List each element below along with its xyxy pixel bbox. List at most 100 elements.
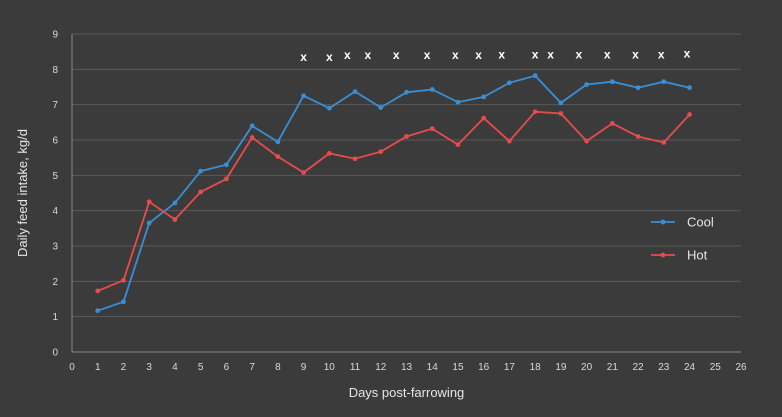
significance-marker: x xyxy=(424,48,431,62)
data-point-hot xyxy=(146,199,152,205)
x-tick-label: 26 xyxy=(735,362,747,373)
significance-marker: x xyxy=(452,48,459,62)
y-tick-label: 2 xyxy=(52,277,58,288)
significance-marker: x xyxy=(498,47,505,61)
data-point-cool xyxy=(95,308,101,314)
data-point-cool xyxy=(429,87,435,92)
data-point-hot xyxy=(275,154,281,160)
data-point-hot xyxy=(249,135,255,140)
significance-marker: x xyxy=(365,48,372,62)
data-point-hot xyxy=(558,111,564,116)
data-point-hot xyxy=(172,217,178,222)
significance-marker: x xyxy=(344,48,351,62)
x-tick-label: 1 xyxy=(95,362,101,373)
legend-item-cool: Cool xyxy=(651,215,714,230)
data-point-hot xyxy=(584,138,590,144)
y-axis-ticks: 0 1 2 3 4 5 6 7 8 9 xyxy=(52,30,58,359)
data-point-hot xyxy=(532,109,538,115)
data-point-hot xyxy=(301,170,306,175)
data-point-cool xyxy=(609,79,615,85)
x-tick-label: 19 xyxy=(555,362,567,373)
x-tick-label: 4 xyxy=(172,362,178,373)
data-point-hot xyxy=(404,134,409,139)
x-tick-label: 13 xyxy=(401,362,413,373)
legend-label-cool: Cool xyxy=(687,215,714,230)
x-tick-label: 18 xyxy=(530,362,542,373)
data-point-cool xyxy=(687,85,692,91)
y-tick-label: 0 xyxy=(52,348,58,359)
x-tick-label: 17 xyxy=(504,362,516,373)
data-point-cool xyxy=(249,123,255,129)
significance-marker: x xyxy=(532,47,539,61)
x-tick-label: 5 xyxy=(198,362,204,373)
series-line-cool xyxy=(97,74,690,312)
x-tick-label: 7 xyxy=(249,362,255,373)
legend-marker-hot xyxy=(660,252,666,258)
data-point-hot xyxy=(507,138,512,144)
x-tick-label: 11 xyxy=(350,362,361,373)
data-point-hot xyxy=(121,277,126,283)
significance-marker: x xyxy=(604,47,611,61)
x-tick-label: 8 xyxy=(275,362,281,373)
data-point-hot xyxy=(223,176,229,182)
y-tick-label: 3 xyxy=(52,242,58,253)
y-tick-label: 8 xyxy=(52,65,58,76)
data-point-cool xyxy=(584,82,590,87)
data-point-hot xyxy=(661,140,667,145)
significance-marker: x xyxy=(576,47,583,61)
data-point-cool xyxy=(121,299,126,305)
legend-label-hot: Hot xyxy=(687,248,708,263)
data-point-hot xyxy=(352,156,358,162)
legend-marker-cool xyxy=(660,219,666,225)
significance-marker: x xyxy=(632,47,639,61)
data-point-hot xyxy=(95,288,101,294)
y-tick-label: 5 xyxy=(52,171,58,182)
y-tick-label: 4 xyxy=(52,206,58,217)
significance-marker: x xyxy=(393,48,400,62)
data-point-hot xyxy=(481,115,487,121)
x-tick-label: 25 xyxy=(710,362,722,373)
data-point-hot xyxy=(378,149,384,155)
significance-marker: x xyxy=(475,48,482,62)
data-point-cool xyxy=(352,89,358,94)
x-tick-label: 16 xyxy=(478,362,490,373)
data-point-cool xyxy=(146,220,152,226)
legend-item-hot: Hot xyxy=(651,248,708,263)
x-tick-label: 12 xyxy=(375,362,387,373)
data-point-hot xyxy=(687,112,692,117)
data-point-cool xyxy=(507,80,512,86)
series-cool xyxy=(95,73,692,314)
x-tick-label: 0 xyxy=(69,362,75,373)
series-hot xyxy=(95,109,692,294)
x-tick-label: 24 xyxy=(684,362,696,373)
data-point-cool xyxy=(532,73,538,79)
data-point-cool xyxy=(635,85,641,91)
x-axis-title: Days post-farrowing xyxy=(349,385,465,400)
x-tick-label: 15 xyxy=(452,362,464,373)
x-tick-label: 20 xyxy=(581,362,593,373)
y-axis-title: Daily feed intake, kg/d xyxy=(15,129,30,257)
data-point-cool xyxy=(481,94,487,100)
y-tick-label: 9 xyxy=(52,30,58,41)
x-tick-label: 10 xyxy=(324,362,336,373)
data-point-cool xyxy=(301,93,306,99)
data-point-cool xyxy=(198,168,204,174)
y-tick-label: 6 xyxy=(52,136,58,147)
x-tick-label: 6 xyxy=(224,362,230,373)
series-group xyxy=(95,73,692,314)
significance-marker: x xyxy=(547,47,554,61)
x-tick-label: 14 xyxy=(427,362,439,373)
significance-marker: x xyxy=(300,50,307,64)
legend: Cool Hot xyxy=(651,215,714,263)
data-point-hot xyxy=(609,120,615,126)
data-point-cool xyxy=(223,162,229,168)
x-tick-label: 21 xyxy=(607,362,619,373)
x-tick-label: 3 xyxy=(146,362,152,373)
x-tick-label: 9 xyxy=(301,362,307,373)
data-point-hot xyxy=(429,126,435,132)
data-point-cool xyxy=(275,139,281,145)
data-point-hot xyxy=(198,189,204,195)
x-tick-label: 22 xyxy=(633,362,645,373)
